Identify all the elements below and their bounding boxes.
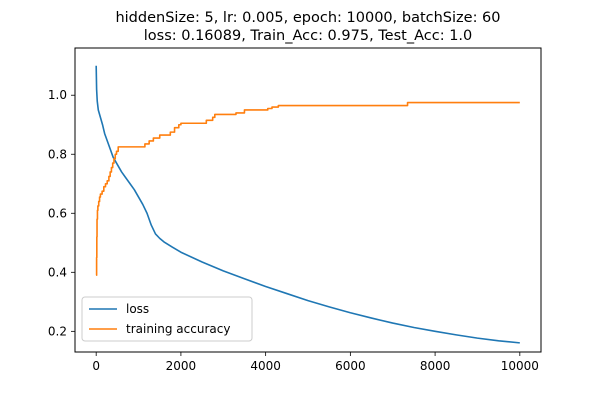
x-tick-label: 6000: [335, 359, 366, 373]
x-tick-label: 10000: [501, 359, 539, 373]
x-tick-label: 0: [92, 359, 100, 373]
y-tick-label: 0.2: [48, 324, 67, 338]
axes-frame: [74, 47, 542, 353]
y-tick-label: 0.6: [48, 206, 67, 220]
x-tick-label: 2000: [166, 359, 197, 373]
chart-title-line-2: loss: 0.16089, Train_Acc: 0.975, Test_Ac…: [144, 28, 473, 44]
series-line-training-accuracy: [95, 101, 520, 277]
series-line-loss: [95, 65, 520, 344]
y-tick-label: 1.0: [48, 88, 67, 102]
legend-label-loss: loss: [126, 302, 149, 316]
x-tick-label: 4000: [250, 359, 281, 373]
chart-title-line-1: hiddenSize: 5, lr: 0.005, epoch: 10000, …: [115, 10, 500, 26]
legend-label-training-accuracy: training accuracy: [126, 322, 230, 336]
y-tick-label: 0.4: [48, 265, 67, 279]
legend: loss training accuracy: [81, 296, 253, 342]
plot-lines: [95, 65, 520, 344]
x-tick-label: 8000: [420, 359, 451, 373]
y-axis-ticks: 0.2 0.4 0.6 0.8 1.0: [48, 88, 75, 338]
y-tick-label: 0.8: [48, 147, 67, 161]
legend-box: [81, 296, 253, 342]
x-axis-ticks: 0 2000 4000 6000 8000 10000: [92, 352, 539, 373]
